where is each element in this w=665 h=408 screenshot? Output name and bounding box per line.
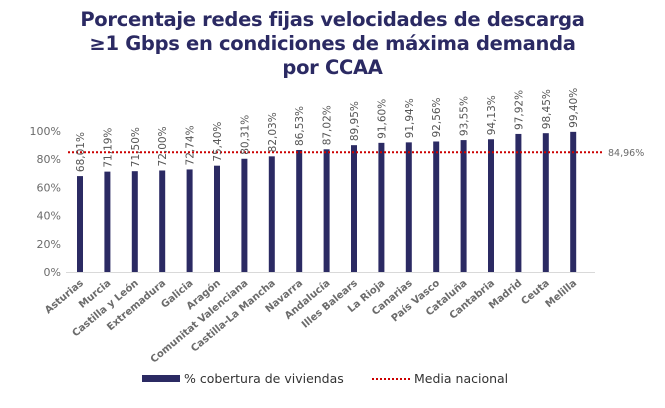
data-label: 98,45% <box>541 89 553 129</box>
bar <box>351 145 357 272</box>
legend-item-reference: Media nacional <box>372 371 508 386</box>
bar <box>323 149 330 272</box>
x-tick-label: Melilla <box>544 278 580 310</box>
legend: % cobertura de viviendas Media nacional <box>0 371 665 389</box>
y-tick-label: 40% <box>37 210 61 223</box>
bar-chart: 0% 20% 40% 60% 80% 100% 84,96% 68,01% 71,19% 71… <box>30 88 645 366</box>
data-label: 75,40% <box>212 122 224 162</box>
bar <box>542 133 549 272</box>
legend-swatch-bar <box>142 375 180 382</box>
value-labels: 68,01% 71,19% 71,50% 72,00% 72,74% 75,40% 80,3… <box>75 88 580 172</box>
x-tick-label: Asturias <box>43 278 86 316</box>
bar <box>570 131 577 272</box>
data-label: 91,94% <box>404 98 416 138</box>
bar <box>433 141 440 272</box>
data-label: 71,50% <box>130 127 142 167</box>
bar <box>515 133 522 272</box>
data-label: 92,56% <box>431 97 443 137</box>
chart-title-line-1: Porcentaje redes fijas velocidades de de… <box>80 8 585 31</box>
bar <box>405 142 412 272</box>
y-tick-label: 60% <box>37 181 61 194</box>
bar <box>131 171 138 272</box>
bar <box>214 165 220 272</box>
y-axis: 0% 20% 40% 60% 80% 100% <box>30 125 61 279</box>
bar <box>104 171 111 272</box>
bar <box>488 139 494 272</box>
bars <box>77 131 577 272</box>
data-label: 97,92% <box>513 90 525 130</box>
bar <box>77 176 83 272</box>
data-label: 93,55% <box>459 96 471 136</box>
data-label: 86,53% <box>294 106 306 146</box>
bar <box>186 169 193 272</box>
bar <box>159 170 166 272</box>
data-label: 80,31% <box>239 115 251 155</box>
data-label: 71,19% <box>102 128 114 168</box>
data-label: 89,95% <box>349 101 361 141</box>
legend-label-series: % cobertura de viviendas <box>184 371 344 386</box>
legend-item-series: % cobertura de viviendas <box>142 371 344 386</box>
data-label: 68,01% <box>75 132 87 172</box>
legend-swatch-dotted-line <box>372 377 410 380</box>
bar <box>378 142 385 272</box>
legend-label-reference: Media nacional <box>414 371 509 386</box>
chart-title-line-2: ≥1 Gbps en condiciones de máxima demanda <box>89 32 576 55</box>
y-tick-label: 80% <box>37 153 61 166</box>
y-tick-label: 20% <box>37 238 61 251</box>
y-tick-label: 100% <box>30 125 61 138</box>
data-label: 72,74% <box>185 125 197 165</box>
bar <box>241 158 248 272</box>
bar <box>268 156 275 272</box>
y-tick-label: 0% <box>44 266 61 279</box>
data-label: 91,60% <box>376 99 388 139</box>
data-label: 82,03% <box>267 112 279 152</box>
reference-line-label: 84,96% <box>608 148 644 159</box>
chart-title: Porcentaje redes fijas velocidades de de… <box>0 8 665 80</box>
reference-line-group: 84,96% <box>68 148 644 159</box>
data-label: 72,00% <box>157 126 169 166</box>
data-label: 94,13% <box>486 95 498 135</box>
data-label: 99,40% <box>568 88 580 128</box>
bar <box>460 140 467 272</box>
chart-title-line-3: por CCAA <box>282 56 383 79</box>
data-label: 87,02% <box>322 105 334 145</box>
bar <box>296 149 303 272</box>
